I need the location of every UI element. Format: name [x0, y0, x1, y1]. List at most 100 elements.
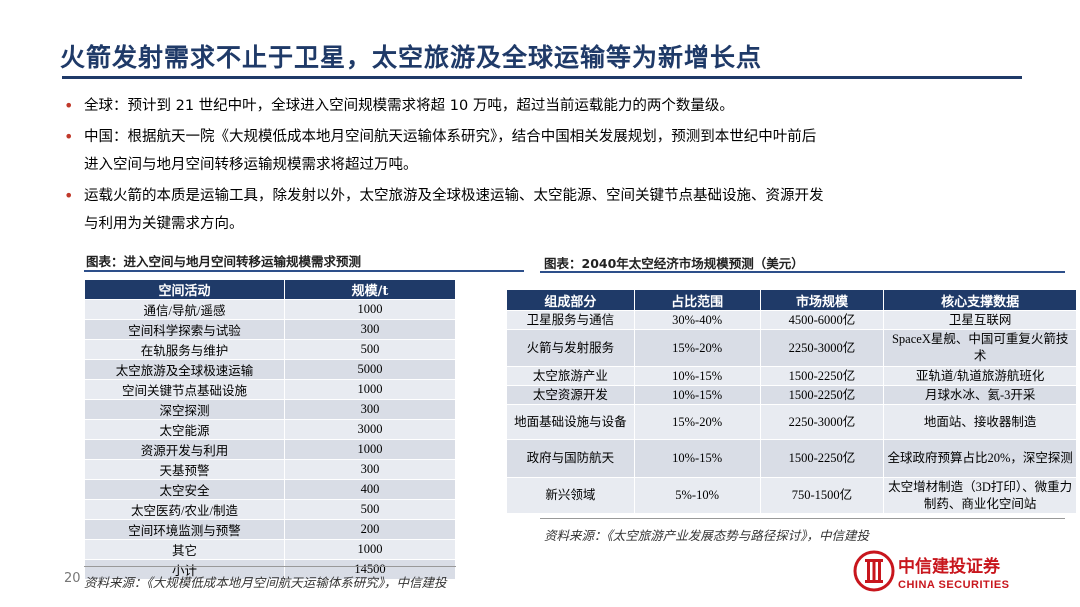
table-cell: 4500-6000亿 [759, 310, 885, 330]
bullet-text: 中国：根据航天一院《大规模低成本地月空间航天运输体系研究》，结合中国相关发展规划… [84, 129, 817, 145]
bullet-item: • 全球：预计到 21 世纪中叶，全球进入空间规模需求将超 10 万吨，超过当前… [62, 92, 1012, 120]
table-cell: 卫星服务与通信 [506, 310, 635, 330]
table-row: 新兴领域 5%-10% 750-1500亿 太空增材制造（3D打印）、微重力制药… [506, 477, 1077, 514]
table-cell: 300 [284, 399, 456, 420]
svg-text:CHINA SECURITIES: CHINA SECURITIES [898, 579, 1010, 591]
table-cell: 500 [284, 339, 456, 360]
table-cell: 300 [284, 319, 456, 340]
table2-caption: 图表：2040年太空经济市场规模预测（美元） [544, 256, 804, 271]
table-cell: 太空资源开发 [506, 385, 635, 405]
column-header: 规模/t [284, 279, 456, 300]
table-row: 空间环境监测与预警 200 [84, 519, 456, 540]
table-header-row: 空间活动 规模/t [84, 279, 456, 300]
table-cell: 15%-20% [633, 329, 761, 367]
table-cell: 全球政府预算占比20%，深空探测 [883, 439, 1077, 478]
citic-logo-icon: 中信建投证券 CHINA SECURITIES [853, 550, 1010, 592]
table2-source-rule [540, 518, 1065, 519]
bullet-text: 进入空间与地月空间转移运输规模需求将超过万吨。 [84, 157, 418, 173]
table-cell: 地面基础设施与设备 [506, 404, 635, 440]
table2-caption-rule [540, 271, 1065, 273]
table-cell: 5000 [284, 359, 456, 380]
table-cell: 500 [284, 499, 456, 520]
table-cell: 2250-3000亿 [759, 404, 885, 440]
svg-text:中信建投证券: 中信建投证券 [898, 556, 1001, 577]
table-row: 太空能源 3000 [84, 419, 456, 440]
bullet-dot-icon: • [64, 127, 74, 146]
table-cell: 1500-2250亿 [759, 366, 885, 386]
table-cell: 空间科学探索与试验 [84, 319, 285, 340]
page-title: 火箭发射需求不止于卫星，太空旅游及全球运输等为新增长点 [60, 43, 763, 72]
table-row: 小计 14500 [84, 559, 456, 580]
table-row: 政府与国防航天 10%-15% 1500-2250亿 全球政府预算占比20%，深… [506, 439, 1077, 478]
table-row: 空间关键节点基础设施 1000 [84, 379, 456, 400]
table-row: 火箭与发射服务 15%-20% 2250-3000亿 SpaceX星舰、中国可重… [506, 329, 1077, 367]
table1-caption: 图表：进入空间与地月空间转移运输规模需求预测 [86, 254, 362, 269]
table-cell: 1000 [284, 439, 456, 460]
table-cell: 太空增材制造（3D打印）、微重力制药、商业化空间站 [883, 477, 1077, 514]
table-cell: 太空旅游产业 [506, 366, 635, 386]
table-cell: 深空探测 [84, 399, 285, 420]
table-cell: 1500-2250亿 [759, 385, 885, 405]
column-header: 占比范围 [633, 289, 761, 311]
table-cell: 卫星互联网 [883, 310, 1077, 330]
table-row: 太空资源开发 10%-15% 1500-2250亿 月球水冰、氦-3开采 [506, 385, 1077, 405]
table-cell: SpaceX星舰、中国可重复火箭技术 [883, 329, 1077, 367]
bullet-text: 全球：预计到 21 世纪中叶，全球进入空间规模需求将超 10 万吨，超过当前运载… [84, 98, 734, 114]
table-cell: 亚轨道/轨道旅游航班化 [883, 366, 1077, 386]
column-header: 空间活动 [84, 279, 285, 300]
space-economy-market-table: 组成部分 占比范围 市场规模 核心支撑数据 卫星服务与通信 30%-40% 45… [506, 289, 1077, 514]
table-cell: 10%-15% [633, 385, 761, 405]
table-cell: 400 [284, 479, 456, 500]
column-header: 组成部分 [506, 289, 635, 311]
table-cell: 1000 [284, 299, 456, 320]
column-header: 市场规模 [759, 289, 885, 311]
bullet-item: • 中国：根据航天一院《大规模低成本地月空间航天运输体系研究》，结合中国相关发展… [62, 123, 1012, 179]
bullet-text: 运载火箭的本质是运输工具，除发射以外，太空旅游及全球极速运输、太空能源、空间关键… [84, 188, 824, 204]
table-cell: 10%-15% [633, 439, 761, 478]
table-cell: 1500-2250亿 [759, 439, 885, 478]
table-cell: 月球水冰、氦-3开采 [883, 385, 1077, 405]
column-header: 核心支撑数据 [883, 289, 1077, 311]
bullet-list: • 全球：预计到 21 世纪中叶，全球进入空间规模需求将超 10 万吨，超过当前… [62, 92, 1012, 238]
table-cell: 在轨服务与维护 [84, 339, 285, 360]
table-row: 通信/导航/遥感 1000 [84, 299, 456, 320]
table-cell: 1000 [284, 379, 456, 400]
table-cell: 太空旅游及全球极速运输 [84, 359, 285, 380]
table-cell: 2250-3000亿 [759, 329, 885, 367]
table-cell: 200 [284, 519, 456, 540]
table-cell: 750-1500亿 [759, 477, 885, 514]
table-cell: 空间环境监测与预警 [84, 519, 285, 540]
table-cell: 3000 [284, 419, 456, 440]
table-row: 太空安全 400 [84, 479, 456, 500]
table-row: 卫星服务与通信 30%-40% 4500-6000亿 卫星互联网 [506, 310, 1077, 330]
table-cell: 新兴领域 [506, 477, 635, 514]
table-row: 太空旅游及全球极速运输 5000 [84, 359, 456, 380]
bullet-dot-icon: • [64, 96, 74, 115]
table-cell: 太空能源 [84, 419, 285, 440]
table-cell: 资源开发与利用 [84, 439, 285, 460]
bullet-dot-icon: • [64, 186, 74, 205]
table-cell: 太空安全 [84, 479, 285, 500]
table-cell: 其它 [84, 539, 285, 560]
table-cell: 地面站、接收器制造 [883, 404, 1077, 440]
table-row: 资源开发与利用 1000 [84, 439, 456, 460]
company-logo: 中信建投证券 CHINA SECURITIES [852, 548, 1032, 594]
table-cell: 1000 [284, 539, 456, 560]
table-cell: 天基预警 [84, 459, 285, 480]
table-cell: 5%-10% [633, 477, 761, 514]
title-divider [62, 76, 1022, 79]
table-row: 空间科学探索与试验 300 [84, 319, 456, 340]
table-row: 在轨服务与维护 500 [84, 339, 456, 360]
table-row: 太空医药/农业/制造 500 [84, 499, 456, 520]
table1-source: 资料来源：《大规模低成本地月空间航天运输体系研究》，中信建投 [84, 576, 447, 590]
table-cell: 30%-40% [633, 310, 761, 330]
bullet-item: • 运载火箭的本质是运输工具，除发射以外，太空旅游及全球极速运输、太空能源、空间… [62, 182, 1012, 238]
table1-caption-rule [84, 270, 524, 272]
table-cell: 太空医药/农业/制造 [84, 499, 285, 520]
table-row: 天基预警 300 [84, 459, 456, 480]
table1-source-rule [84, 566, 456, 567]
table-cell: 空间关键节点基础设施 [84, 379, 285, 400]
table-cell: 14500 [284, 559, 456, 580]
table-cell: 300 [284, 459, 456, 480]
space-transport-demand-table: 空间活动 规模/t 通信/导航/遥感 1000 空间科学探索与试验 300 在轨服务… [84, 279, 456, 580]
